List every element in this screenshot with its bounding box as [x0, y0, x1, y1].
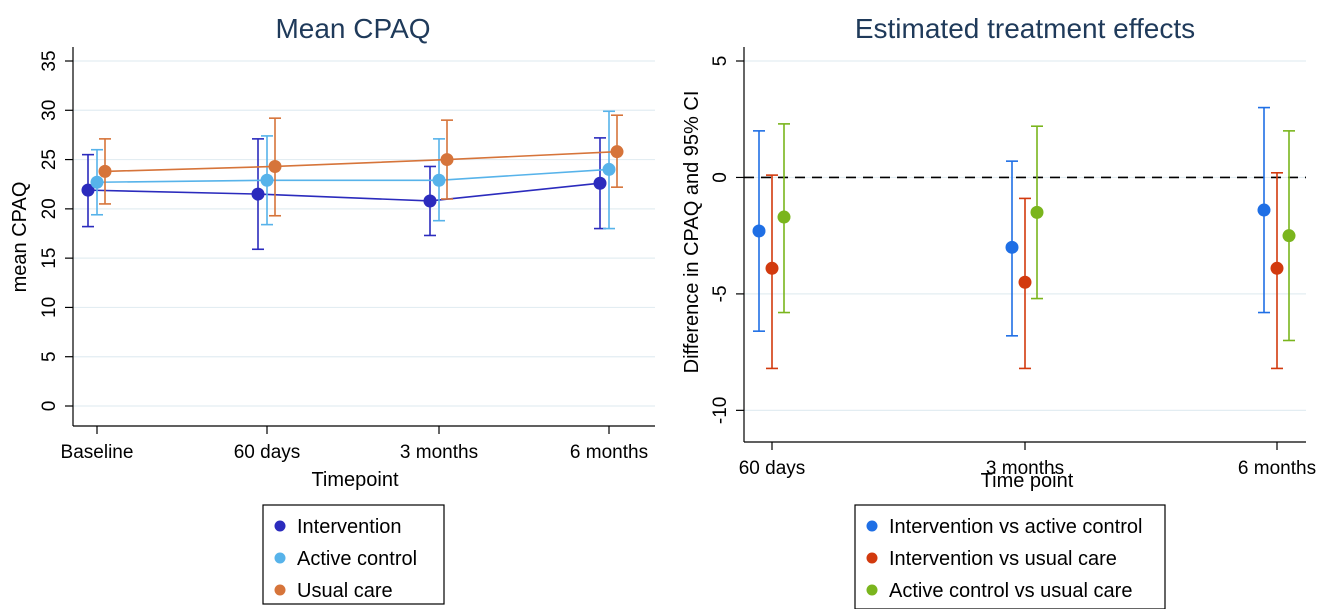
series-intervention-vs-active-control: [752, 106, 1271, 337]
series-intervention: [81, 137, 607, 251]
y-tick-label: 5: [710, 56, 731, 67]
x-tick-label: 60 days: [234, 442, 301, 463]
legend-marker-intervention-vs-usual-care: [866, 552, 878, 564]
x-tick-label: 6 months: [1238, 458, 1316, 479]
series-layer: [81, 110, 624, 251]
y-axis-title: mean CPAQ: [9, 182, 31, 293]
series-layer: [752, 106, 1296, 370]
legend-marker-usual-care: [274, 584, 286, 596]
y-tick-label: 30: [39, 100, 60, 121]
x-tick-label: 3 months: [400, 442, 478, 463]
data-point: [602, 162, 616, 176]
legend-label: Intervention vs usual care: [889, 548, 1117, 570]
data-point: [752, 224, 766, 238]
data-point: [260, 173, 274, 187]
data-point: [90, 175, 104, 189]
gridlines: [73, 60, 655, 407]
y-tick-label: -10: [710, 397, 731, 424]
mean-cpaq-chart: Mean CPAQ 0 5 10 15 20 25 30 35 Baseline 60 days 3…: [9, 13, 655, 605]
data-point: [777, 210, 791, 224]
legend-marker-active-control-vs-usual-care: [866, 584, 878, 596]
legend-marker-active-control: [274, 552, 286, 564]
x-tick-label: 3 months: [986, 458, 1064, 479]
data-point: [268, 159, 282, 173]
series-active-control-vs-usual-care: [777, 123, 1296, 342]
series-usual-care: [98, 114, 624, 217]
series-line: [96, 168, 610, 184]
data-point: [1257, 203, 1271, 217]
y-tick-label: 10: [39, 297, 60, 318]
data-point: [610, 145, 624, 159]
chart-title: Mean CPAQ: [275, 13, 430, 44]
y-tick-label: 15: [39, 248, 60, 269]
data-point: [251, 187, 265, 201]
legend-box: [854, 504, 1166, 609]
data-point: [1030, 205, 1044, 219]
legend-box: [262, 504, 445, 605]
data-point: [81, 183, 95, 197]
legend-marker-intervention: [274, 520, 286, 532]
y-tick-label: 25: [39, 149, 60, 170]
x-tick-label: Baseline: [61, 442, 134, 463]
axes: -10 -5 0 5 60 days 3 months 6 months: [710, 47, 1316, 479]
y-tick-label: 5: [39, 351, 60, 362]
legend-label: Active control vs usual care: [889, 580, 1132, 602]
data-point: [1282, 229, 1296, 243]
legend-label: Intervention: [297, 516, 402, 538]
x-tick-label: 6 months: [570, 442, 648, 463]
data-point: [765, 261, 779, 275]
data-point: [440, 153, 454, 167]
treatment-effects-chart: Estimated treatment effects -10 -5 0 5 60 da…: [681, 13, 1316, 609]
legend-label: Intervention vs active control: [889, 516, 1142, 538]
legend-label: Active control: [297, 548, 417, 570]
data-point: [432, 173, 446, 187]
legend: Intervention Active control Usual care: [262, 504, 445, 605]
legend-label: Usual care: [297, 580, 393, 602]
x-tick-label: 60 days: [739, 458, 806, 479]
series-intervention-vs-usual-care: [765, 171, 1284, 370]
x-axis-title: Timepoint: [311, 469, 399, 491]
series-active-control: [90, 110, 616, 230]
data-point: [423, 194, 437, 208]
legend: Intervention vs active control Interventi…: [854, 504, 1166, 609]
legend-marker-intervention-vs-active-control: [866, 520, 878, 532]
axes: 0 5 10 15 20 25 30 35 Baseline 60 days 3 months 6 m…: [39, 47, 655, 463]
y-tick-label: 0: [710, 172, 731, 183]
series-line: [87, 182, 601, 202]
data-point: [1270, 261, 1284, 275]
data-point: [98, 164, 112, 178]
y-tick-label: -5: [710, 285, 731, 302]
x-axis-title: Time point: [981, 470, 1074, 492]
chart-title: Estimated treatment effects: [855, 13, 1195, 44]
y-axis-title: Difference in CPAQ and 95% CI: [681, 91, 703, 374]
data-point: [1018, 275, 1032, 289]
series-line: [104, 150, 618, 173]
data-point: [1005, 240, 1019, 254]
y-tick-label: 0: [39, 401, 60, 412]
y-tick-label: 35: [39, 50, 60, 71]
y-tick-label: 20: [39, 198, 60, 219]
data-point: [593, 176, 607, 190]
